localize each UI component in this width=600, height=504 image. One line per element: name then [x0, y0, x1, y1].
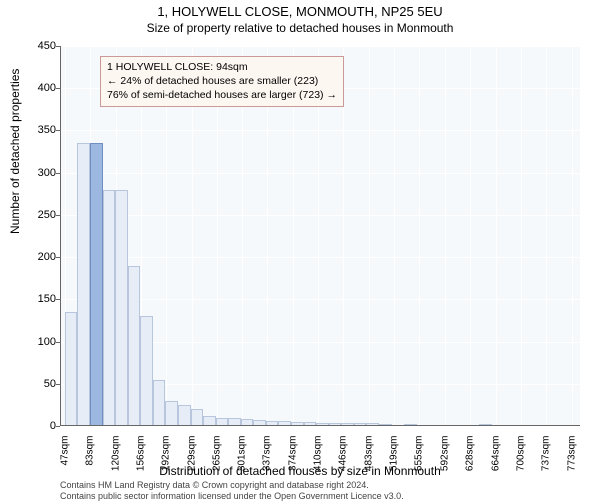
histogram-bar: [178, 405, 191, 426]
footer-line2: Contains public sector information licen…: [60, 491, 404, 502]
footer-text: Contains HM Land Registry data © Crown c…: [60, 480, 404, 502]
grid-line-h: [60, 46, 580, 47]
grid-line-v: [369, 46, 370, 426]
y-tick-label: 450: [16, 40, 56, 52]
y-tick-label: 400: [16, 82, 56, 94]
histogram-bar: [77, 143, 90, 426]
y-tick-label: 100: [16, 336, 56, 348]
grid-line-v: [521, 46, 522, 426]
y-tick-label: 250: [16, 209, 56, 221]
page-title: 1, HOLYWELL CLOSE, MONMOUTH, NP25 5EU: [0, 4, 600, 19]
grid-line-v: [572, 46, 573, 426]
grid-line-v: [445, 46, 446, 426]
grid-line-h: [60, 426, 580, 427]
x-axis-label: Distribution of detached houses by size …: [0, 464, 600, 478]
annotation-line1: 1 HOLYWELL CLOSE: 94sqm: [107, 60, 337, 74]
grid-line-h: [60, 130, 580, 131]
y-tick-label: 0: [16, 420, 56, 432]
histogram-bar: [140, 316, 153, 426]
grid-line-v: [470, 46, 471, 426]
grid-line-v: [546, 46, 547, 426]
highlight-bar: [90, 143, 103, 426]
histogram-bar: [65, 312, 78, 426]
grid-line-v: [394, 46, 395, 426]
histogram-bar: [128, 266, 141, 426]
footer-line1: Contains HM Land Registry data © Crown c…: [60, 480, 404, 491]
histogram-bar: [165, 401, 178, 426]
histogram-bar: [103, 190, 116, 426]
grid-line-v: [496, 46, 497, 426]
y-tick-mark: [56, 426, 60, 427]
y-tick-label: 200: [16, 251, 56, 263]
grid-line-h: [60, 257, 580, 258]
y-tick-label: 50: [16, 378, 56, 390]
y-tick-label: 300: [16, 167, 56, 179]
grid-line-h: [60, 173, 580, 174]
chart-area: 1 HOLYWELL CLOSE: 94sqm ← 24% of detache…: [60, 46, 580, 426]
histogram-bar: [191, 409, 204, 426]
grid-line-h: [60, 215, 580, 216]
x-axis-line: [60, 425, 580, 426]
page-subtitle: Size of property relative to detached ho…: [0, 21, 600, 35]
annotation-line2: ← 24% of detached houses are smaller (22…: [107, 74, 337, 88]
histogram-bar: [115, 190, 128, 426]
y-tick-label: 150: [16, 293, 56, 305]
y-axis-line: [60, 46, 61, 426]
annotation-box: 1 HOLYWELL CLOSE: 94sqm ← 24% of detache…: [100, 56, 344, 107]
annotation-line3: 76% of semi-detached houses are larger (…: [107, 88, 337, 102]
y-tick-label: 350: [16, 124, 56, 136]
histogram-bar: [153, 380, 166, 426]
grid-line-v: [419, 46, 420, 426]
